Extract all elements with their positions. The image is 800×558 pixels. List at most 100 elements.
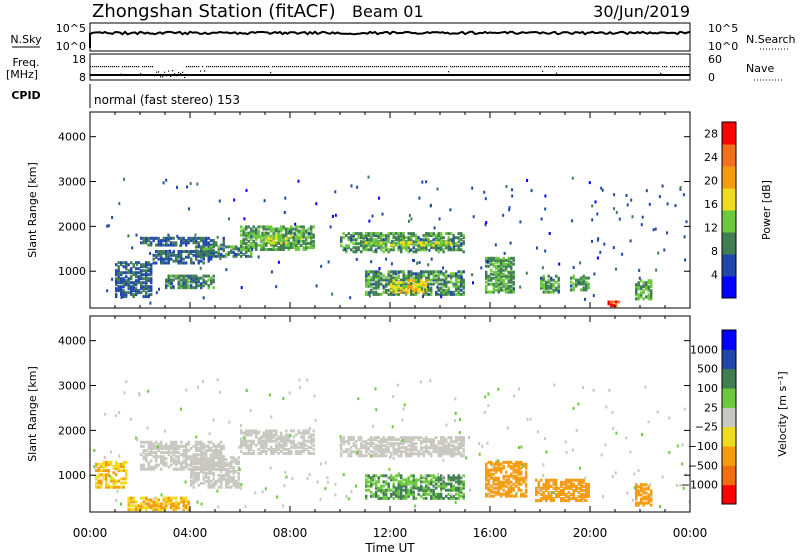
data-cell [288,228,290,231]
data-cell [190,250,192,253]
data-cell [358,436,360,439]
data-cell [308,446,310,449]
scatter-cell [402,439,404,442]
scatter-cell [449,208,451,211]
nave-dot [306,66,307,67]
data-cell [415,279,417,282]
data-cell [240,234,242,237]
data-cell [403,281,405,284]
scatter-cell [516,492,518,495]
data-cell [178,451,180,454]
data-cell [413,240,415,243]
data-cell [408,232,410,235]
data-cell [560,497,562,500]
data-cell [438,241,440,244]
nave-dot [560,66,561,67]
data-cell [268,248,270,251]
data-cell [235,245,237,248]
data-cell [250,245,252,248]
data-cell [173,441,175,444]
data-cell [173,468,175,471]
data-cell [615,301,617,304]
data-cell [270,248,272,251]
data-cell [125,279,127,282]
nave-dot [336,66,337,67]
nave-dot [514,66,515,67]
data-cell [490,485,492,488]
data-cell [253,230,255,233]
data-cell [508,257,510,260]
data-cell [198,447,200,450]
data-cell [353,242,355,245]
data-cell [390,474,392,477]
data-cell [580,288,582,291]
data-cell [250,238,252,241]
data-cell [215,456,217,459]
data-cell [353,246,355,249]
data-cell [160,441,162,444]
data-cell [375,444,377,447]
scatter-cell [659,505,661,508]
scatter-cell [104,413,106,416]
data-cell [198,484,200,487]
data-cell [393,491,395,494]
data-cell [423,270,425,273]
colorbar-swatch [722,254,736,277]
data-cell [448,281,450,284]
nave-dot [242,66,243,67]
data-cell [193,237,195,240]
data-cell [228,462,230,465]
data-cell [488,283,490,286]
data-cell [443,248,445,251]
data-cell [643,496,645,499]
data-cell [570,285,572,288]
data-cell [455,493,457,496]
data-cell [200,282,202,285]
nave-dot [236,66,237,67]
data-cell [430,232,432,235]
data-cell [133,504,135,507]
scatter-cell [513,395,515,398]
data-cell [445,232,447,235]
data-cell [115,461,117,464]
data-cell [225,458,227,461]
scatter-cell [118,455,120,458]
scatter-cell [325,461,327,464]
nave-dot [234,66,235,67]
scatter-cell [681,462,683,465]
scatter-cell [195,436,197,439]
scatter-cell [429,379,431,382]
data-cell [95,469,97,472]
scatter-cell [630,199,632,202]
data-cell [575,279,577,282]
data-cell [198,260,200,263]
data-cell [213,478,215,481]
data-cell [440,436,442,439]
data-cell [130,261,132,264]
data-cell [348,232,350,235]
data-cell [118,285,120,288]
data-cell [265,450,267,453]
scatter-cell [368,291,370,294]
scatter-cell [385,244,387,247]
nave-dot [352,66,353,67]
data-cell [205,280,207,283]
nave-dot [448,71,449,72]
data-cell [368,270,370,273]
data-cell [570,493,572,496]
scatter-cell [136,438,138,441]
data-cell [398,454,400,457]
nave-dot [412,66,413,67]
nave-dot [112,66,113,67]
scatter-cell [158,288,160,291]
data-cell [250,429,252,432]
data-cell [578,479,580,482]
nave-dot [392,66,393,67]
scatter-cell [582,386,584,389]
data-cell [205,449,207,452]
data-cell [570,277,572,280]
nave-dot [158,71,159,72]
data-cell [423,234,425,237]
data-cell [163,455,165,458]
data-cell [455,236,457,239]
